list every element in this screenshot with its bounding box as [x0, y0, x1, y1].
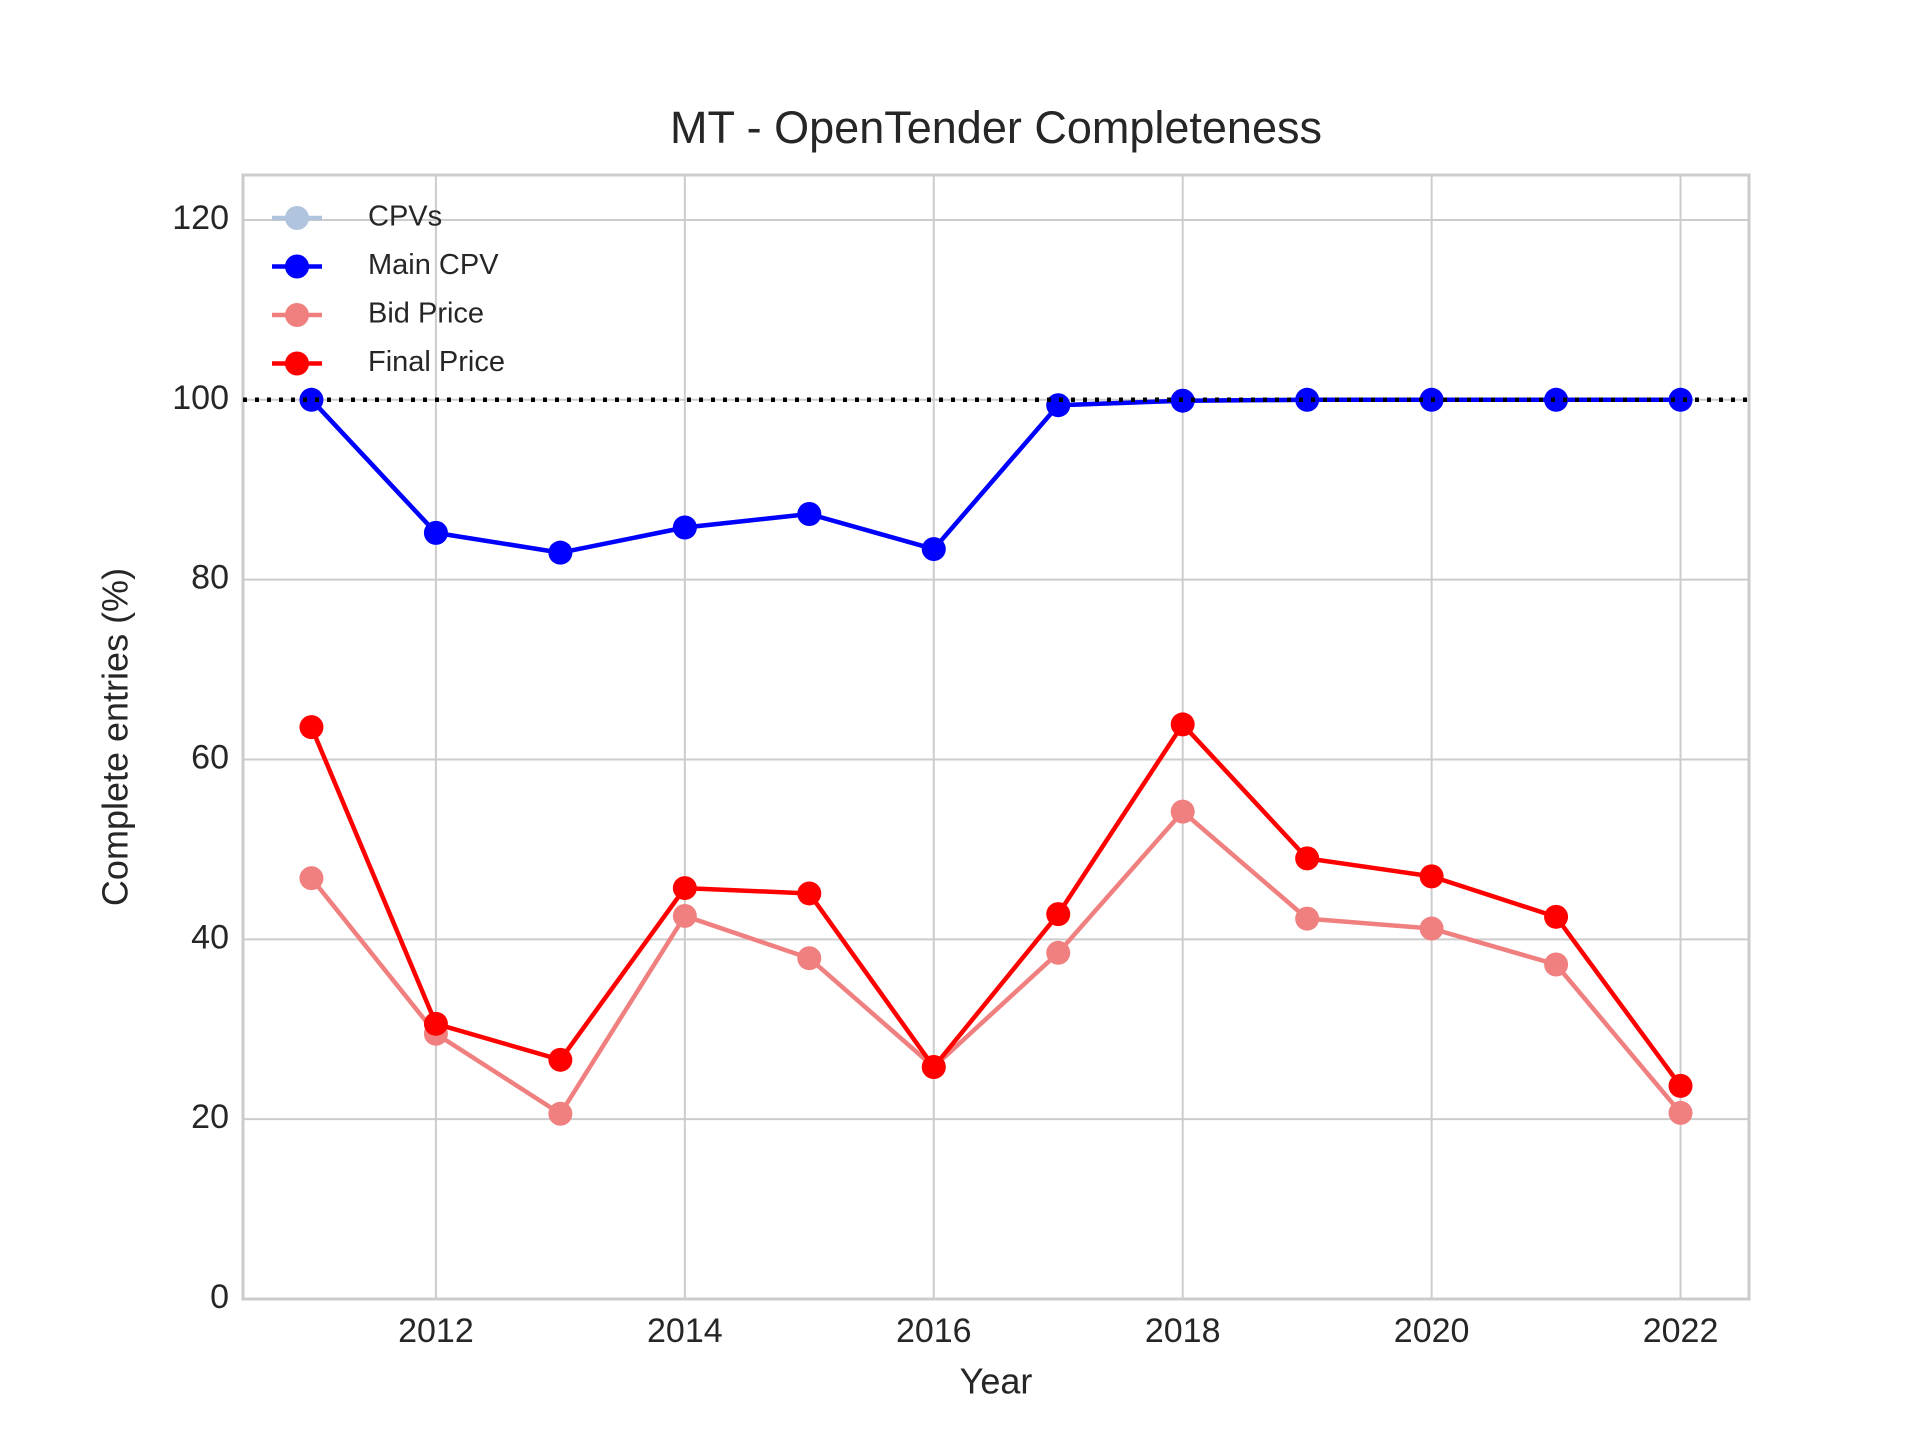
- x-tick-label: 2012: [398, 1312, 474, 1350]
- series-marker: [1668, 1100, 1693, 1125]
- series-marker: [1544, 952, 1569, 977]
- series-line: [309, 397, 1681, 555]
- series-marker: [672, 903, 697, 928]
- y-tick-label: 40: [191, 918, 229, 956]
- y-tick-label: 0: [210, 1278, 229, 1316]
- series-marker: [1046, 940, 1071, 965]
- series-marker: [1668, 387, 1693, 412]
- series-marker: [423, 1011, 448, 1036]
- x-tick-label: 2018: [1145, 1312, 1221, 1350]
- series-marker: [1419, 864, 1444, 889]
- y-axis-label: Complete entries (%): [95, 568, 136, 906]
- series-line: [309, 809, 1683, 1117]
- series-marker: [797, 946, 822, 971]
- y-tick-label: 20: [191, 1098, 229, 1136]
- series-marker: [1544, 387, 1569, 412]
- series-marker: [548, 1101, 573, 1126]
- y-tick-label: 80: [191, 559, 229, 597]
- y-tick-label: 120: [172, 199, 229, 237]
- series-marker: [1668, 1073, 1693, 1098]
- series-marker: [299, 387, 324, 412]
- series-marker: [1295, 906, 1320, 931]
- series-marker: [299, 866, 324, 891]
- series-line: [309, 722, 1683, 1088]
- legend-marker: [285, 303, 309, 327]
- series-marker: [921, 1055, 946, 1080]
- series-marker: [921, 537, 946, 562]
- legend-label: Main CPV: [368, 249, 499, 281]
- series-marker: [1295, 846, 1320, 871]
- series-marker: [672, 876, 697, 901]
- series-marker: [299, 715, 324, 740]
- series-marker: [797, 501, 822, 526]
- legend-label: Bid Price: [368, 298, 484, 330]
- legend-label: CPVs: [368, 201, 442, 233]
- legend-marker: [285, 351, 309, 376]
- legend-marker: [285, 254, 309, 279]
- x-tick-label: 2014: [647, 1312, 723, 1350]
- series-marker: [1295, 387, 1320, 412]
- series-marker: [672, 515, 697, 540]
- series-marker: [1419, 916, 1444, 941]
- series-marker: [797, 881, 822, 906]
- legend-label: Final Price: [368, 346, 505, 378]
- series-marker: [1046, 393, 1071, 418]
- series-marker: [1544, 904, 1569, 929]
- series-marker: [548, 540, 573, 565]
- series-marker: [1046, 902, 1071, 927]
- series-marker: [1170, 712, 1195, 737]
- series-marker: [1170, 799, 1195, 824]
- x-tick-label: 2016: [896, 1312, 972, 1350]
- x-tick-label: 2022: [1643, 1312, 1719, 1350]
- series-marker: [423, 520, 448, 545]
- legend-marker: [285, 206, 309, 230]
- plot-frame: [241, 173, 1751, 1301]
- chart-title: MT - OpenTender Completeness: [670, 102, 1322, 153]
- series-marker: [548, 1047, 573, 1072]
- x-tick-label: 2020: [1394, 1312, 1470, 1350]
- y-tick-label: 60: [191, 738, 229, 776]
- y-tick-label: 100: [172, 379, 229, 417]
- x-axis-label: Year: [960, 1361, 1033, 1402]
